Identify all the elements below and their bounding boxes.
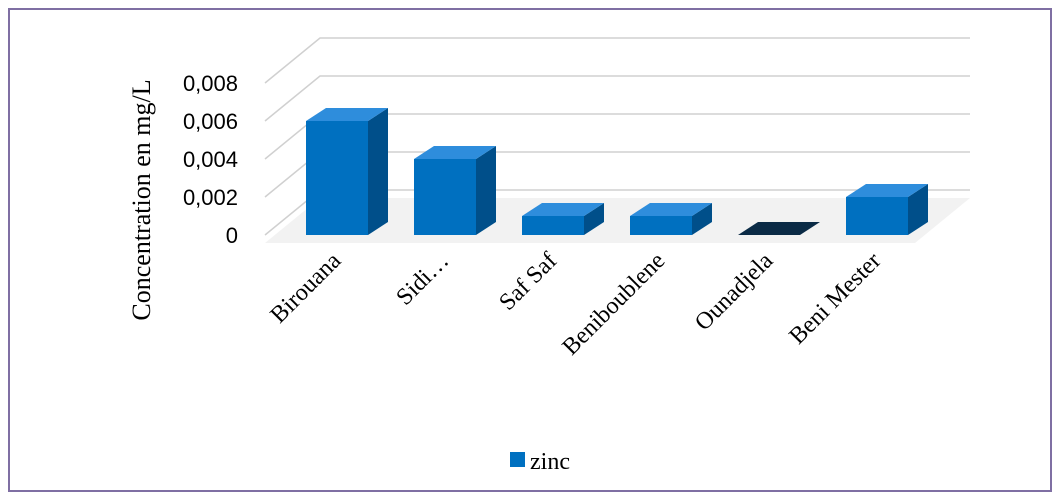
y-tick-labels: 0 0,002 0,004 0,006 0,008 [183,71,238,248]
bar-side [476,146,496,235]
y-axis-title: Concentration en mg/L [127,79,156,320]
bar-top [414,146,496,159]
bar-flat-top [738,222,820,235]
bar-side [908,184,928,235]
bar-sidi [414,146,496,235]
bar-ounadjela [738,222,820,235]
bar-top [846,184,928,197]
x-category-label: Beni Mester [784,248,886,350]
bar-front [846,197,908,235]
legend-label-zinc: zinc [530,449,570,475]
y-tick-label: 0,008 [183,71,238,96]
bar-top [306,108,388,121]
bar-top [522,203,604,216]
bar-beni-mester [846,184,928,235]
bar-birouana [306,108,388,235]
bar-saf-saf [522,203,604,235]
chart-frame [8,8,1052,492]
y-tick-label: 0,006 [183,109,238,134]
legend-swatch-zinc [510,452,525,467]
x-category-label: Sidi… [392,248,455,311]
x-category-label: Saf Saf [494,248,562,316]
x-category-label: Ounadjela [690,248,778,336]
gridline [264,75,970,122]
bar-beniboublene [630,203,712,235]
y-tick-label: 0,002 [183,185,238,210]
bar-front [522,216,584,235]
gridline [264,37,970,84]
y-tick-label: 0 [226,223,238,248]
legend: zinc [510,449,570,475]
y-tick-label: 0,004 [183,147,238,172]
bar-top [630,203,712,216]
x-category-label: Birouana [266,248,347,329]
bar-front [414,159,476,235]
x-category-label: Beniboublene [558,248,671,361]
bar-side [368,108,388,235]
bars [306,108,928,235]
bar-front [630,216,692,235]
bar-side [692,203,712,235]
bar-front [306,121,368,235]
bar-side [584,203,604,235]
